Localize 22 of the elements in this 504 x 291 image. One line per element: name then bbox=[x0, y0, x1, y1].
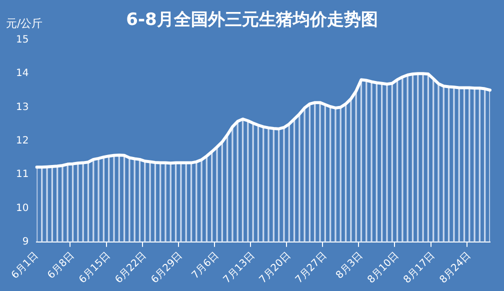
x-tick-label: 7月27日 bbox=[294, 250, 330, 286]
x-tick-label: 7月20日 bbox=[258, 250, 294, 286]
y-tick-label: 9 bbox=[22, 236, 29, 248]
y-tick-label: 13 bbox=[16, 102, 29, 113]
x-tick-label: 8月17日 bbox=[402, 250, 438, 286]
x-tick-label: 6月22日 bbox=[113, 250, 149, 286]
x-tick-label: 8月3日 bbox=[334, 250, 366, 282]
y-axis-title: 元/公斤 bbox=[6, 16, 43, 31]
chart-title: 6-8月全国外三元生猪均价走势图 bbox=[126, 10, 378, 30]
x-tick-label: 6月8日 bbox=[46, 250, 77, 282]
y-tick-label: 14 bbox=[16, 68, 29, 80]
y-tick-label: 12 bbox=[16, 136, 29, 147]
x-tick-label: 6月15日 bbox=[77, 250, 113, 286]
x-tick-label: 6月29日 bbox=[149, 250, 185, 286]
x-tick-label: 7月6日 bbox=[190, 250, 221, 282]
x-tick-label: 7月13日 bbox=[222, 250, 258, 286]
x-tick-label: 6月1日 bbox=[10, 250, 41, 282]
y-tick-label: 15 bbox=[16, 34, 29, 46]
x-tick-label: 8月24日 bbox=[438, 250, 474, 286]
y-tick-label: 11 bbox=[16, 169, 29, 180]
x-tick-label: 8月10日 bbox=[366, 250, 402, 286]
y-tick-label: 10 bbox=[16, 202, 29, 214]
